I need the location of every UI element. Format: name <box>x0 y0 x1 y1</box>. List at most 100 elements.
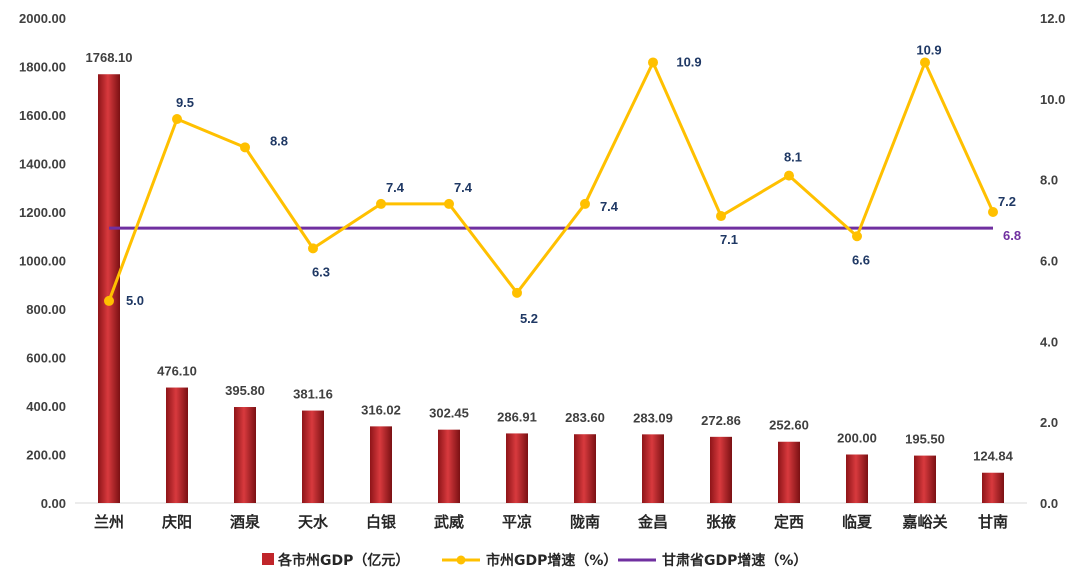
city-growth-point <box>240 142 250 153</box>
left-tick-label: 1200.00 <box>19 205 66 220</box>
gdp-bar <box>302 410 324 503</box>
city-growth-point <box>716 211 726 222</box>
left-tick-label: 1800.00 <box>19 60 66 75</box>
city-growth-point <box>648 57 658 68</box>
category-label: 庆阳 <box>162 513 192 531</box>
category-label: 张掖 <box>706 513 737 531</box>
city-growth-point <box>988 207 998 217</box>
province-growth-label: 6.8 <box>1003 228 1021 243</box>
legend: 各市州GDP（亿元） 市州GDP增速（%） 甘肃省GDP增速（%） <box>262 552 807 569</box>
left-tick-label: 400.00 <box>26 399 66 414</box>
legend-swatch-gdp <box>262 553 274 565</box>
gdp-bar <box>370 426 392 503</box>
right-tick-label: 10.0 <box>1040 92 1065 107</box>
gdp-bars <box>98 74 1004 503</box>
watermark: 兰财税海研语 <box>839 529 1004 556</box>
gdp-bar <box>778 441 800 503</box>
right-tick-label: 4.0 <box>1040 334 1058 349</box>
category-label: 酒泉 <box>230 513 261 531</box>
left-tick-label: 0.00 <box>41 496 66 511</box>
city-growth-point <box>308 243 318 254</box>
city-growth-label: 7.2 <box>998 194 1016 209</box>
category-label: 金昌 <box>637 513 668 531</box>
category-label: 平凉 <box>502 513 532 531</box>
gdp-bar-label: 381.16 <box>293 387 333 402</box>
left-tick-label: 800.00 <box>26 302 66 317</box>
gdp-bar-label: 286.91 <box>497 409 537 424</box>
category-label: 定西 <box>774 513 804 531</box>
right-axis-ticks: 0.0 2.0 4.0 6.0 8.0 10.0 12.0 <box>1040 11 1065 511</box>
city-growth-label: 7.4 <box>386 180 405 195</box>
category-label: 兰州 <box>94 513 124 531</box>
left-axis-ticks: 0.00 200.00 400.00 600.00 800.00 1000.00 1200.… <box>19 11 66 511</box>
city-growth-point <box>444 198 454 209</box>
gdp-bar-label: 476.10 <box>157 364 197 379</box>
city-growth-label: 10.9 <box>676 54 701 69</box>
gdp-bar <box>234 407 256 503</box>
gdp-bar-label: 252.60 <box>769 418 809 433</box>
city-growth-label: 8.8 <box>270 133 288 148</box>
gdp-bar <box>166 387 188 503</box>
city-growth-point <box>172 114 182 125</box>
right-tick-label: 12.0 <box>1040 11 1065 26</box>
right-tick-label: 8.0 <box>1040 173 1058 188</box>
left-tick-label: 2000.00 <box>19 11 66 26</box>
city-growth-label: 8.1 <box>784 150 802 165</box>
gdp-bar-label: 1768.10 <box>86 50 133 65</box>
right-tick-label: 0.0 <box>1040 496 1058 511</box>
gdp-bar-label: 195.50 <box>905 432 945 447</box>
city-growth-label: 5.0 <box>126 293 144 308</box>
gdp-bar-label: 272.86 <box>701 413 741 428</box>
city-growth-label: 5.2 <box>520 311 538 326</box>
city-growth-label: 10.9 <box>916 42 941 57</box>
gdp-bar-label: 395.80 <box>225 383 265 398</box>
gdp-bar <box>98 74 120 503</box>
gdp-bar-label: 283.60 <box>565 410 605 425</box>
city-growth-label: 7.1 <box>720 232 738 247</box>
city-growth-label: 7.4 <box>600 199 619 214</box>
gdp-bar-labels: 1768.10 476.10 395.80 381.16 316.02 302.45 286… <box>86 50 1014 463</box>
gdp-bar <box>438 429 460 503</box>
city-growth-labels: 5.0 9.5 8.8 6.3 7.4 7.4 5.2 7.4 10.9 7.1 8.1 6.6 10.… <box>126 42 1016 325</box>
gdp-bar-label: 302.45 <box>429 406 469 421</box>
gdp-bar <box>914 455 936 503</box>
legend-label-gdp: 各市州GDP（亿元） <box>277 552 409 569</box>
city-growth-point <box>512 287 522 298</box>
city-growth-line <box>104 57 998 306</box>
gdp-bar <box>642 434 664 503</box>
gdp-bar-label: 124.84 <box>973 449 1014 464</box>
category-label: 白银 <box>366 513 397 531</box>
city-growth-point <box>920 57 930 68</box>
category-label: 陇南 <box>570 513 600 531</box>
city-growth-label: 9.5 <box>176 95 194 110</box>
gdp-bar-label: 283.09 <box>633 410 673 425</box>
legend-label-city-growth: 市州GDP增速（%） <box>486 552 617 569</box>
city-growth-point <box>104 295 114 306</box>
gdp-bar <box>846 454 868 503</box>
wechat-icon <box>839 529 875 556</box>
city-growth-point <box>784 170 794 181</box>
category-labels: 兰州 庆阳 酒泉 天水 白银 武威 平凉 陇南 金昌 张掖 定西 临夏 嘉峪关 甘南 <box>94 513 1008 531</box>
city-growth-point <box>580 198 590 209</box>
watermark-text: 兰财税海研语 <box>884 529 1004 553</box>
city-growth-point <box>376 198 386 209</box>
gdp-bar <box>710 436 732 503</box>
city-growth-polyline <box>107 60 995 302</box>
category-label: 临夏 <box>842 513 873 531</box>
city-growth-label: 6.3 <box>312 264 330 279</box>
gdp-bar <box>574 434 596 503</box>
left-tick-label: 1000.00 <box>19 254 66 269</box>
legend-marker-city-growth <box>456 555 466 565</box>
gdp-bar-label: 316.02 <box>361 402 401 417</box>
left-tick-label: 200.00 <box>26 448 66 463</box>
gdp-bar <box>506 433 528 503</box>
category-label: 甘南 <box>978 513 1008 531</box>
province-growth-line: 6.8 <box>109 226 1021 243</box>
category-label: 天水 <box>298 513 329 531</box>
right-tick-label: 2.0 <box>1040 415 1058 430</box>
category-label: 武威 <box>434 513 464 531</box>
left-tick-label: 600.00 <box>26 351 66 366</box>
gdp-bar-label: 200.00 <box>837 431 877 446</box>
category-label: 嘉峪关 <box>901 513 947 531</box>
